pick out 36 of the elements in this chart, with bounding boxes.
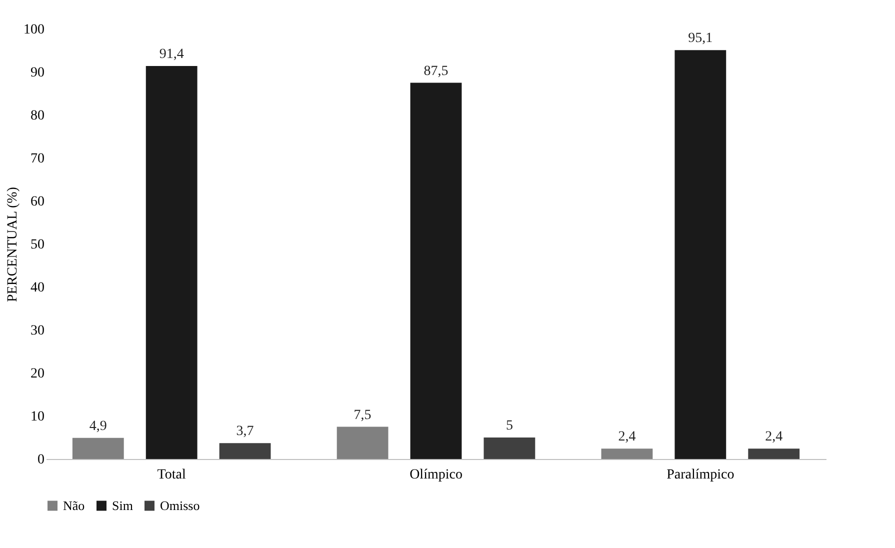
bar	[674, 50, 726, 459]
y-tick-label: 80	[30, 108, 44, 124]
legend-label: Sim	[112, 498, 133, 513]
legend-label: Não	[63, 498, 85, 513]
x-tick-label: Paralímpico	[666, 468, 734, 482]
y-tick-label: 10	[30, 410, 44, 424]
x-tick-label: Total	[157, 468, 186, 482]
bar	[748, 448, 800, 459]
y-tick-label: 100	[24, 22, 44, 38]
y-tick-label: 40	[30, 280, 44, 296]
y-tick-label: 0	[38, 452, 44, 468]
data-label: 2,4	[765, 430, 783, 445]
y-axis-title: PERCENTUAL (%)	[6, 186, 20, 302]
data-label: 95,1	[688, 31, 713, 46]
y-tick-label: 50	[30, 238, 44, 252]
bar	[410, 82, 462, 459]
y-tick-label: 70	[30, 152, 44, 166]
y-tick-label: 20	[30, 366, 44, 382]
bar	[336, 426, 388, 459]
data-label: 7,5	[354, 408, 372, 423]
y-tick-label: 90	[30, 66, 44, 80]
bar	[484, 438, 536, 459]
data-label: 91,4	[159, 46, 184, 62]
x-tick-label: Olímpico	[410, 468, 462, 482]
data-label: 2,4	[618, 430, 636, 445]
data-label: 3,7	[236, 424, 254, 440]
data-label: 5	[506, 418, 513, 434]
legend-label: Omisso	[160, 498, 200, 513]
y-tick-label: 30	[30, 324, 44, 338]
bar	[601, 448, 653, 459]
y-tick-label: 60	[30, 194, 44, 210]
bar	[146, 66, 198, 459]
data-label: 87,5	[424, 64, 448, 79]
bar	[219, 443, 271, 459]
bar	[72, 438, 124, 459]
data-label: 4,9	[89, 418, 107, 434]
